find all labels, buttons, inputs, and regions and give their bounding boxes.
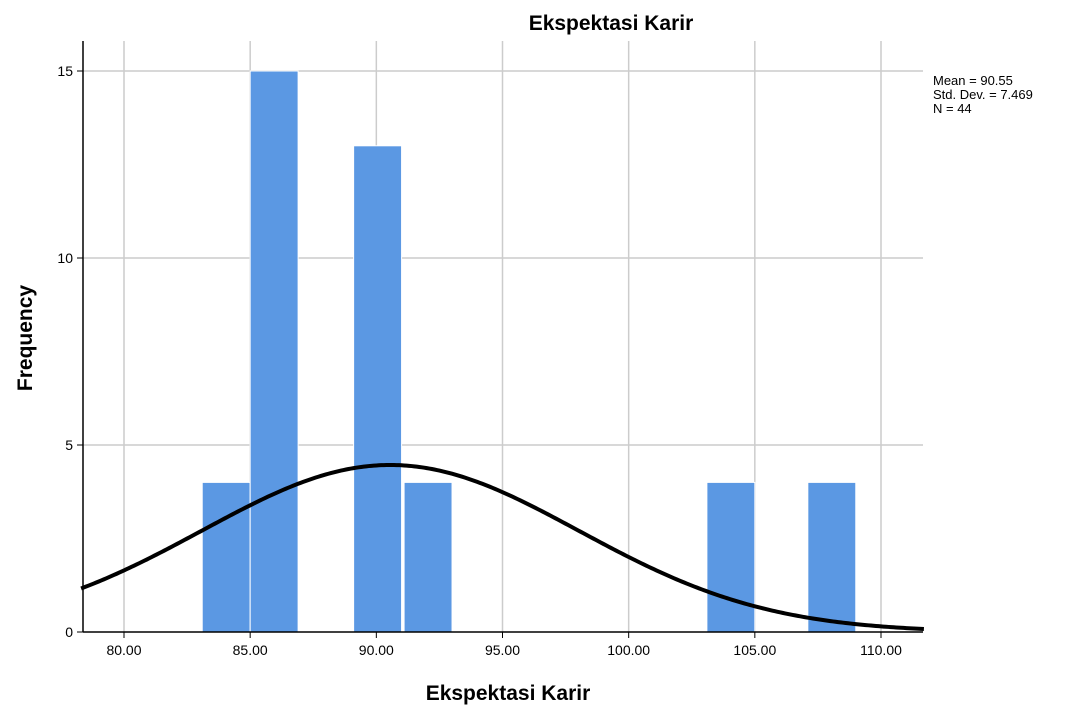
- x-tick-label: 100.00: [607, 642, 650, 658]
- histogram-bar: [706, 481, 756, 633]
- normal-curve-line: [80, 463, 924, 631]
- stats-std: Std. Dev. = 7.469: [933, 87, 1033, 102]
- histogram-bar: [353, 145, 403, 633]
- y-tick-label: 15: [57, 63, 73, 79]
- histogram-bar: [201, 481, 251, 633]
- x-tick-label: 80.00: [106, 642, 141, 658]
- normal-curve: [80, 463, 924, 631]
- x-tick-label: 105.00: [733, 642, 776, 658]
- stats-box: Mean = 90.55 Std. Dev. = 7.469 N = 44: [933, 73, 1033, 116]
- x-tick-label: 110.00: [860, 642, 902, 658]
- stats-n: N = 44: [933, 101, 972, 116]
- y-tick-label: 0: [65, 624, 73, 640]
- histogram-bar: [807, 481, 857, 633]
- tick-labels: 80.00 85.00 90.00 95.00 100.00 105.00 110.00 0 5…: [57, 63, 902, 658]
- x-tick-label: 90.00: [359, 642, 394, 658]
- histogram-bar: [249, 70, 299, 633]
- histogram-bar: [403, 481, 453, 633]
- x-tick-label: 95.00: [485, 642, 520, 658]
- x-tick-label: 85.00: [233, 642, 268, 658]
- bars: [201, 70, 857, 633]
- y-tick-label: 10: [57, 250, 73, 266]
- y-tick-label: 5: [65, 437, 73, 453]
- stats-mean: Mean = 90.55: [933, 73, 1013, 88]
- x-axis-title: Ekspektasi Karir: [426, 682, 591, 705]
- y-axis-title: Frequency: [14, 285, 37, 392]
- chart-title: Ekspektasi Karir: [529, 12, 694, 35]
